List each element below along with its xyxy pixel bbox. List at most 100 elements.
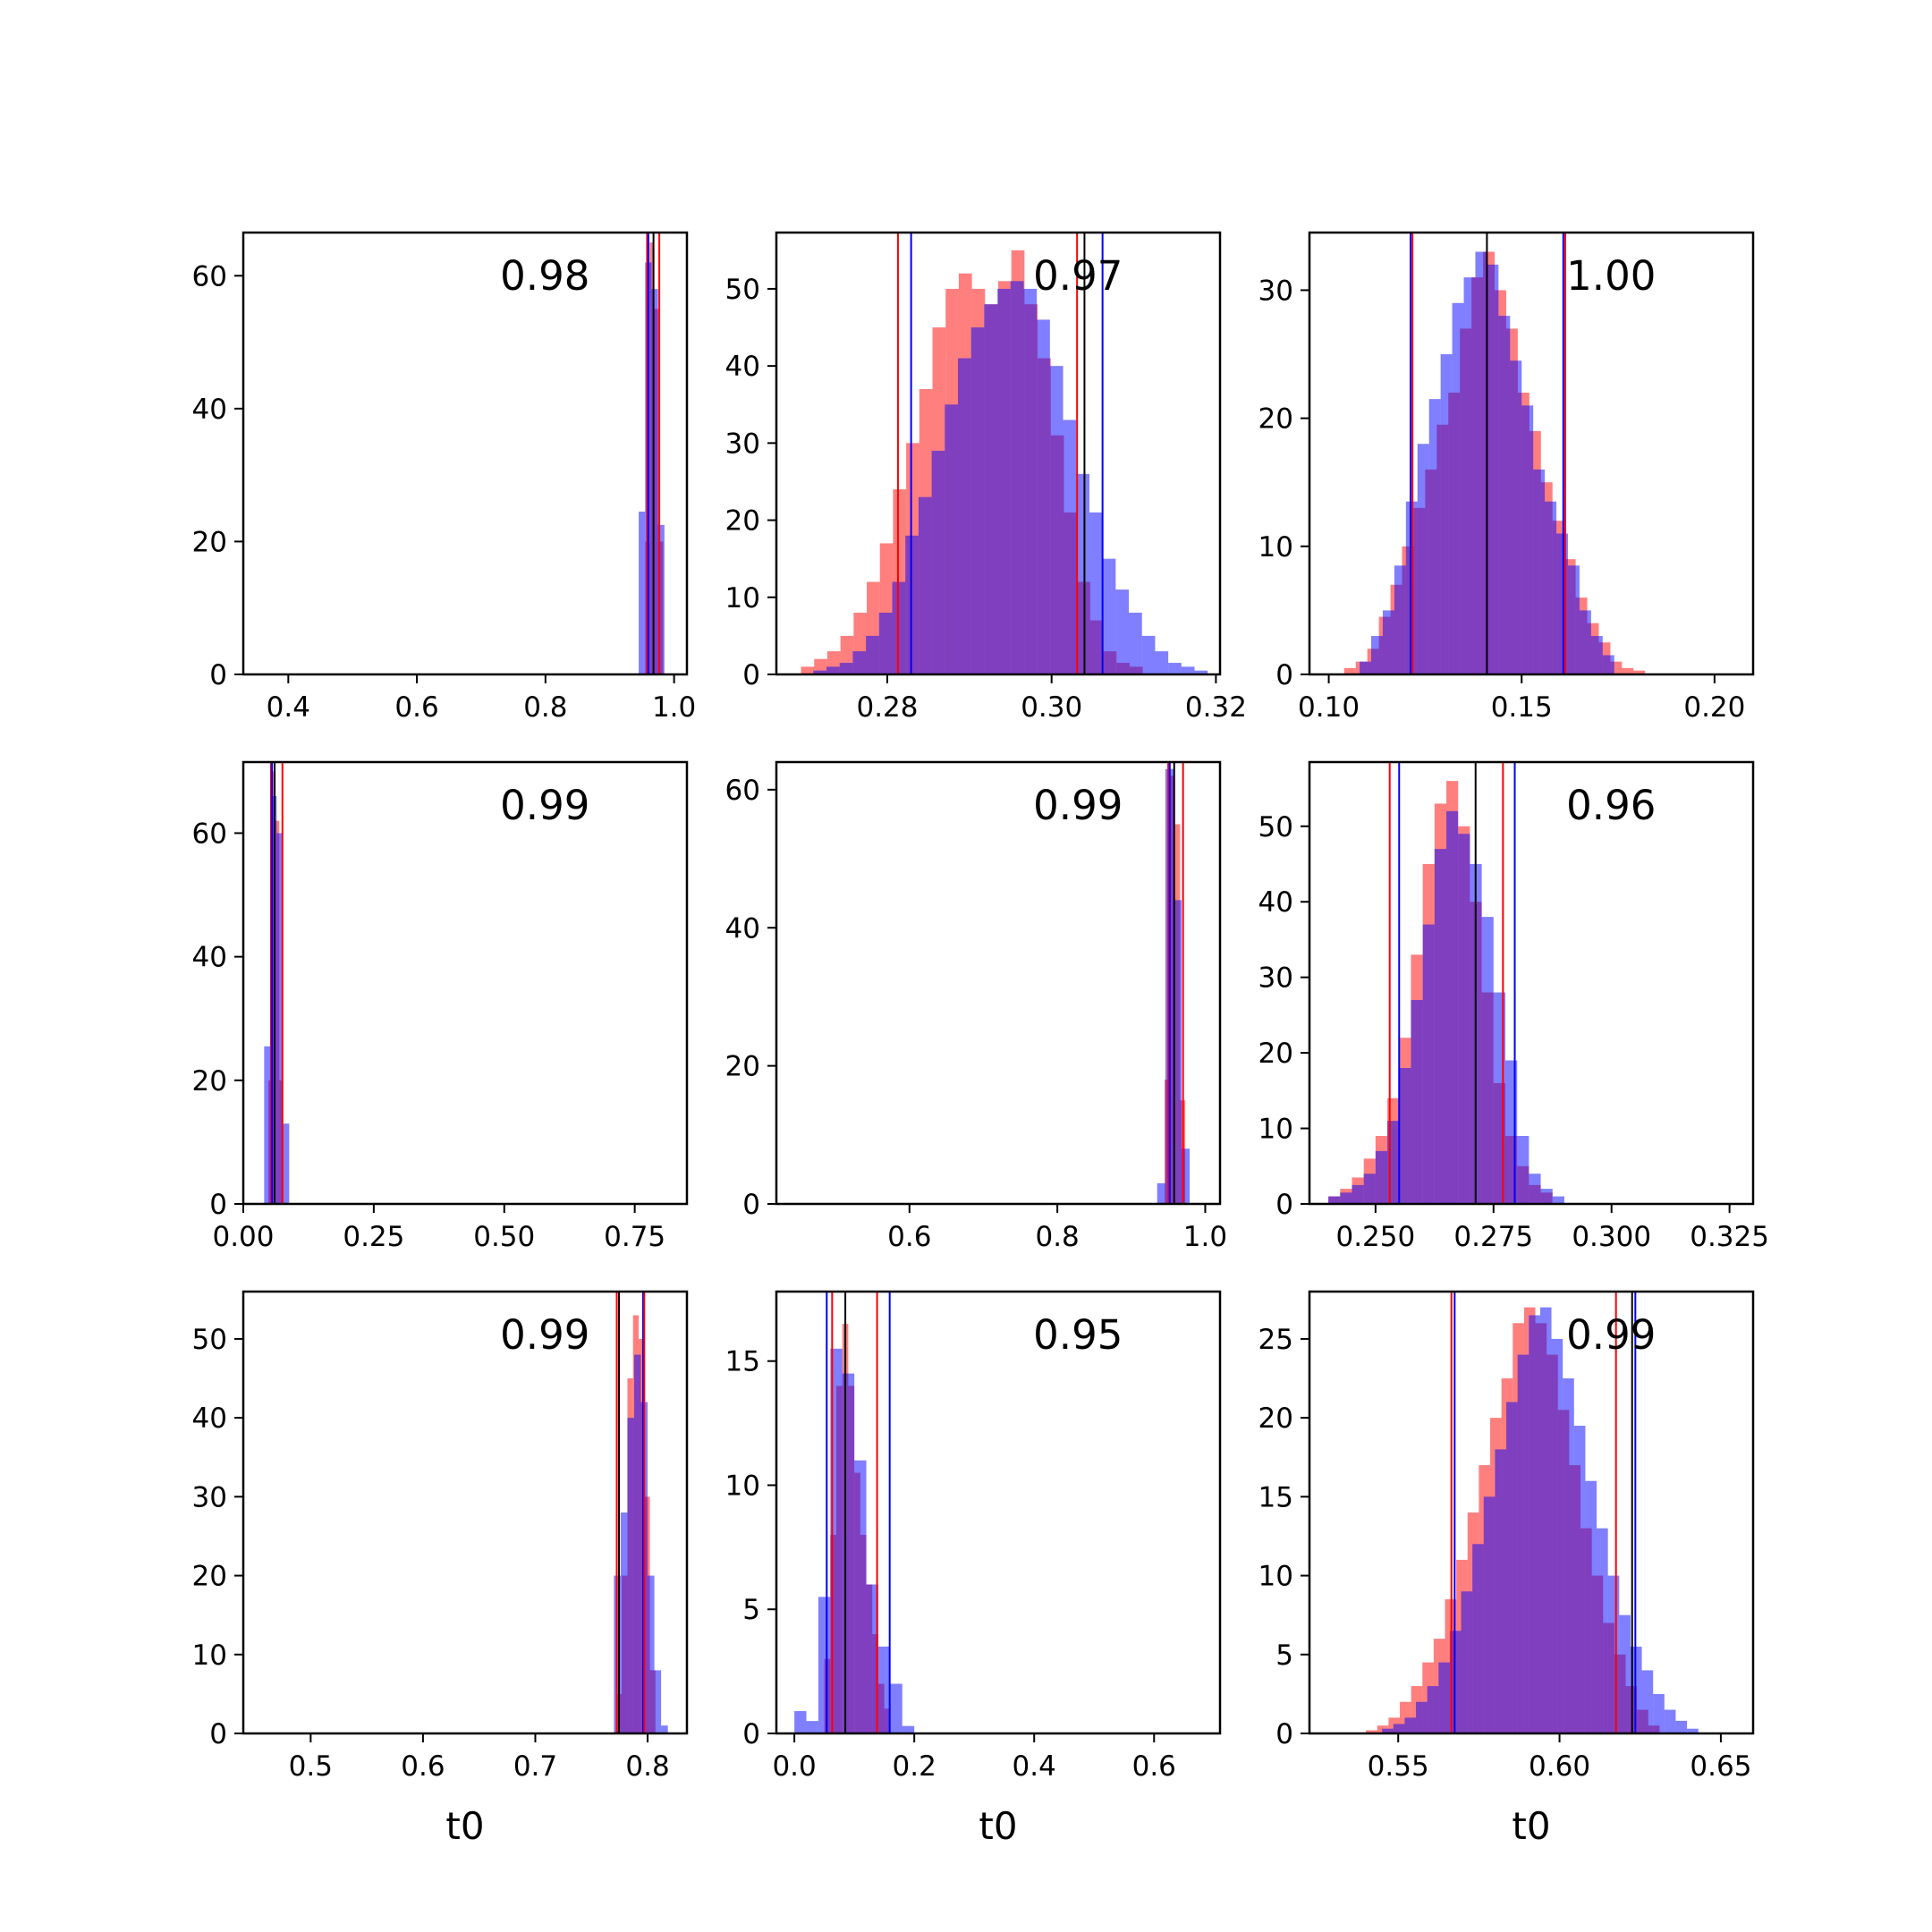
y-tick-label: 20 <box>1258 1402 1293 1435</box>
x-tick-label: 0.6 <box>401 1750 445 1783</box>
histogram-bar-blue <box>627 1418 634 1733</box>
histogram-bar-blue <box>1393 1724 1405 1733</box>
histogram-bar-blue <box>1363 1174 1376 1204</box>
histogram-bar-blue <box>1607 1575 1620 1733</box>
histogram-bar-blue <box>1037 319 1050 674</box>
annotation-value: 0.99 <box>1033 782 1123 829</box>
plot-area <box>1343 233 1646 674</box>
y-tick-label: 30 <box>1258 962 1293 995</box>
y-tick-label: 0 <box>1275 1718 1293 1750</box>
histogram-bar-blue <box>1458 834 1470 1204</box>
annotation-value: 0.96 <box>1566 782 1656 829</box>
histogram-bar-blue <box>1394 565 1406 674</box>
histogram-bar-blue <box>1440 354 1453 674</box>
histogram-bar-red <box>1343 667 1356 674</box>
histogram-bar-blue <box>997 288 1011 674</box>
histogram-bar-blue <box>1416 1701 1428 1733</box>
plot-area <box>1366 1292 1699 1733</box>
y-tick-label: 15 <box>1258 1481 1293 1513</box>
x-tick-label: 0.15 <box>1491 691 1553 724</box>
y-tick-label: 40 <box>1258 886 1293 919</box>
annotation-value: 0.98 <box>500 252 589 300</box>
histogram-bar-blue <box>1475 251 1487 674</box>
x-tick-label: 1.0 <box>1183 1221 1227 1253</box>
histogram-bar-blue <box>957 358 971 674</box>
histogram-bar-blue <box>1463 277 1476 674</box>
annotation-value: 0.97 <box>1033 252 1123 300</box>
histogram-panel: 0.00 0.25 0.50 0.75 0 20 40 60 0.99 <box>192 760 689 1253</box>
histogram-bar-blue <box>1157 1182 1165 1204</box>
y-tick-label: 10 <box>192 1640 227 1672</box>
x-tick-label: 0.4 <box>1013 1750 1056 1783</box>
axes-frame <box>242 1290 689 1735</box>
histogram-bar-blue <box>1495 1449 1507 1733</box>
histogram-bar-blue <box>1399 1068 1411 1204</box>
histogram-bar-blue <box>1461 1591 1473 1733</box>
histogram-bar-blue <box>654 1670 662 1733</box>
axes-frame <box>1308 760 1755 1206</box>
histogram-panel: 0.4 0.6 0.8 1.0 0 20 40 60 0.98 <box>192 231 696 724</box>
histogram-bar-blue <box>1352 1184 1364 1204</box>
histogram-bar-blue <box>1498 316 1511 674</box>
histogram-bar-red <box>1366 1730 1377 1733</box>
y-tick-label: 5 <box>1275 1640 1293 1672</box>
y-tick-label: 20 <box>725 505 760 538</box>
plot-area <box>264 762 290 1204</box>
histogram-bar-blue <box>1438 1662 1450 1733</box>
x-tick-label: 0.325 <box>1690 1221 1769 1253</box>
histogram-bar-blue <box>830 1348 843 1733</box>
y-tick-label: 20 <box>192 526 227 558</box>
histogram-bar-blue <box>1434 849 1447 1204</box>
histogram-bar-blue <box>902 1725 915 1733</box>
y-tick-label: 60 <box>192 260 227 292</box>
y-tick-label: 10 <box>1258 1561 1293 1593</box>
histogram-bar-blue <box>1675 1720 1688 1733</box>
histogram-bar-blue <box>918 496 932 674</box>
histogram-bar-blue <box>890 1683 902 1733</box>
histogram-bar-blue <box>1340 1192 1352 1204</box>
annotation-value: 1.00 <box>1566 252 1656 300</box>
histogram-bar-blue <box>1168 663 1182 674</box>
histogram-bar-blue <box>1567 565 1580 674</box>
y-tick-label: 10 <box>1258 1114 1293 1146</box>
axes-frame <box>242 760 689 1206</box>
x-tick-label: 0.275 <box>1453 1221 1533 1253</box>
x-tick-label: 0.20 <box>1683 691 1745 724</box>
x-tick-label: 1.0 <box>652 691 696 724</box>
y-tick-label: 20 <box>725 1051 760 1083</box>
histogram-bar-blue <box>1556 533 1568 674</box>
histogram-bar-blue <box>945 404 958 674</box>
histogram-bar-blue <box>1182 1148 1191 1204</box>
x-tick-label: 0.50 <box>473 1221 535 1253</box>
histogram-bar-blue <box>1428 399 1441 674</box>
histogram-bar-blue <box>970 327 985 674</box>
histogram-panel: 0.10 0.15 0.20 0 10 20 30 1.00 <box>1258 231 1755 724</box>
x-tick-label: 0.250 <box>1335 1221 1415 1253</box>
histogram-bar-blue <box>1382 1728 1394 1733</box>
histogram-bar-blue <box>1063 419 1077 674</box>
y-tick-label: 30 <box>192 1481 227 1513</box>
histogram-bar-blue <box>270 796 277 1204</box>
histogram-bar-blue <box>1382 610 1394 674</box>
histogram-bar-blue <box>1573 1425 1586 1733</box>
y-tick-label: 10 <box>725 582 760 614</box>
histogram-bar-blue <box>1619 1614 1631 1733</box>
y-tick-label: 40 <box>725 351 760 383</box>
x-tick-label: 0.8 <box>523 691 567 724</box>
histogram-bar-blue <box>1452 302 1464 674</box>
y-tick-label: 20 <box>192 1065 227 1097</box>
histogram-bar-blue <box>839 663 853 674</box>
histogram-bar-blue <box>633 1354 641 1733</box>
histogram-bar-blue <box>806 1721 818 1733</box>
histogram-bar-blue <box>1089 512 1103 674</box>
x-tick-label: 0.25 <box>343 1221 404 1253</box>
histogram-bar-blue <box>264 1046 271 1204</box>
histogram-bar-blue <box>1115 589 1130 674</box>
histogram-bar-blue <box>1481 917 1494 1204</box>
histogram-bar-blue <box>1687 1728 1699 1733</box>
x-tick-label: 0.6 <box>394 691 438 724</box>
histogram-bar-blue <box>852 651 867 674</box>
histogram-bar-blue <box>620 1513 628 1733</box>
histogram-bar-blue <box>1529 1174 1541 1204</box>
histogram-bar-blue <box>1023 288 1038 674</box>
